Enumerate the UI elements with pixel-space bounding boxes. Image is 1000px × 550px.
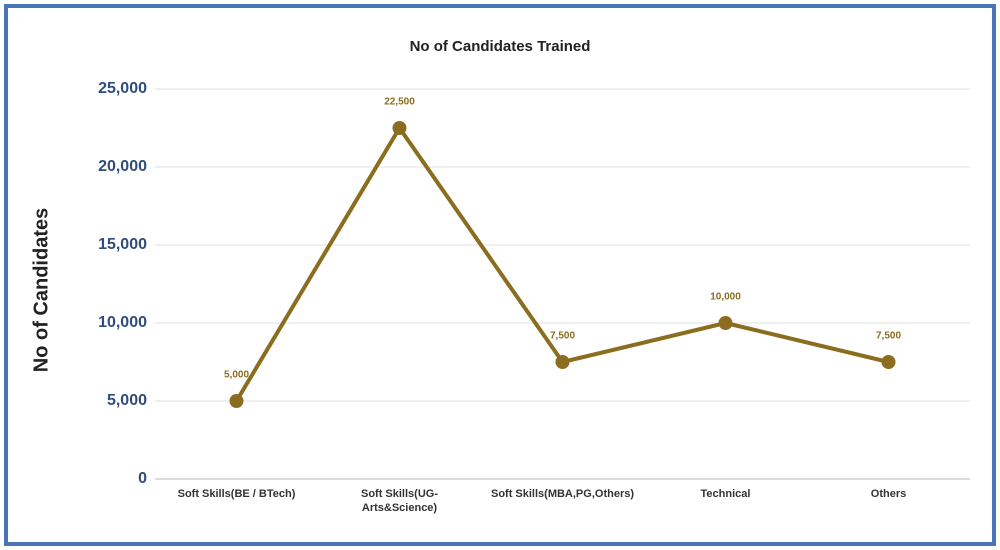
data-point <box>555 355 570 369</box>
y-tick-label: 15,000 <box>98 236 147 253</box>
y-tick-label: 10,000 <box>98 314 147 331</box>
chart-title: No of Candidates Trained <box>410 38 591 55</box>
y-tick-label: 0 <box>138 470 147 487</box>
data-label: 5,000 <box>224 370 249 381</box>
data-point <box>392 121 407 135</box>
y-axis-title: No of Candidates <box>30 208 52 372</box>
x-tick-label: Soft Skills(MBA,PG,Others) <box>490 488 635 500</box>
x-tick-label: Soft Skills(BE / BTech) <box>177 488 296 500</box>
x-tick-label: Others <box>870 488 907 500</box>
y-tick-label: 20,000 <box>98 158 147 175</box>
data-label: 22,500 <box>384 97 415 108</box>
y-tick-label: 5,000 <box>107 392 147 409</box>
x-tick-label: Soft Skills(UG-Arts&Science) <box>360 488 438 514</box>
data-point <box>229 394 244 408</box>
data-point <box>881 355 896 369</box>
x-tick-label: Technical <box>700 488 751 500</box>
data-label: 7,500 <box>876 331 901 342</box>
y-tick-label: 25,000 <box>98 80 147 97</box>
data-label: 7,500 <box>550 331 575 342</box>
data-point <box>718 316 733 330</box>
data-label: 10,000 <box>710 292 741 303</box>
